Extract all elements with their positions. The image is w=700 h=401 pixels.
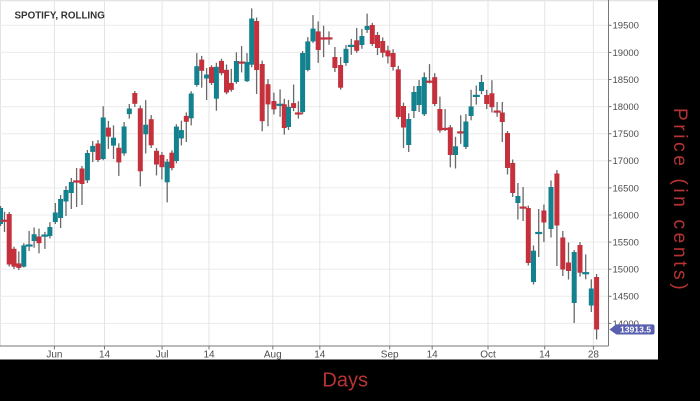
svg-text:Days: Days — [322, 370, 368, 392]
svg-text:Aug: Aug — [264, 350, 282, 361]
svg-text:18000: 18000 — [613, 102, 639, 113]
svg-text:14500: 14500 — [613, 292, 639, 303]
svg-text:15500: 15500 — [613, 238, 639, 249]
svg-text:15000: 15000 — [613, 265, 639, 276]
svg-text:18500: 18500 — [613, 75, 639, 86]
svg-text:Price (in cents): Price (in cents) — [669, 108, 691, 293]
svg-text:SPOTIFY, ROLLING: SPOTIFY, ROLLING — [15, 10, 106, 21]
svg-text:14: 14 — [314, 350, 326, 361]
svg-text:16000: 16000 — [613, 210, 639, 221]
svg-text:14000: 14000 — [613, 319, 639, 330]
svg-text:14: 14 — [99, 350, 111, 361]
svg-text:Oct: Oct — [480, 350, 496, 361]
svg-text:Jun: Jun — [46, 350, 62, 361]
svg-text:28: 28 — [588, 350, 600, 361]
svg-text:Sep: Sep — [381, 350, 399, 361]
svg-text:14: 14 — [203, 350, 215, 361]
svg-text:14: 14 — [539, 350, 551, 361]
svg-text:17500: 17500 — [613, 129, 639, 140]
svg-text:17000: 17000 — [613, 156, 639, 167]
svg-text:13913.5: 13913.5 — [620, 325, 651, 335]
svg-text:19500: 19500 — [613, 21, 639, 32]
svg-text:Jul: Jul — [156, 350, 169, 361]
svg-text:14: 14 — [427, 350, 439, 361]
svg-text:16500: 16500 — [613, 183, 639, 194]
svg-text:19000: 19000 — [613, 48, 639, 59]
